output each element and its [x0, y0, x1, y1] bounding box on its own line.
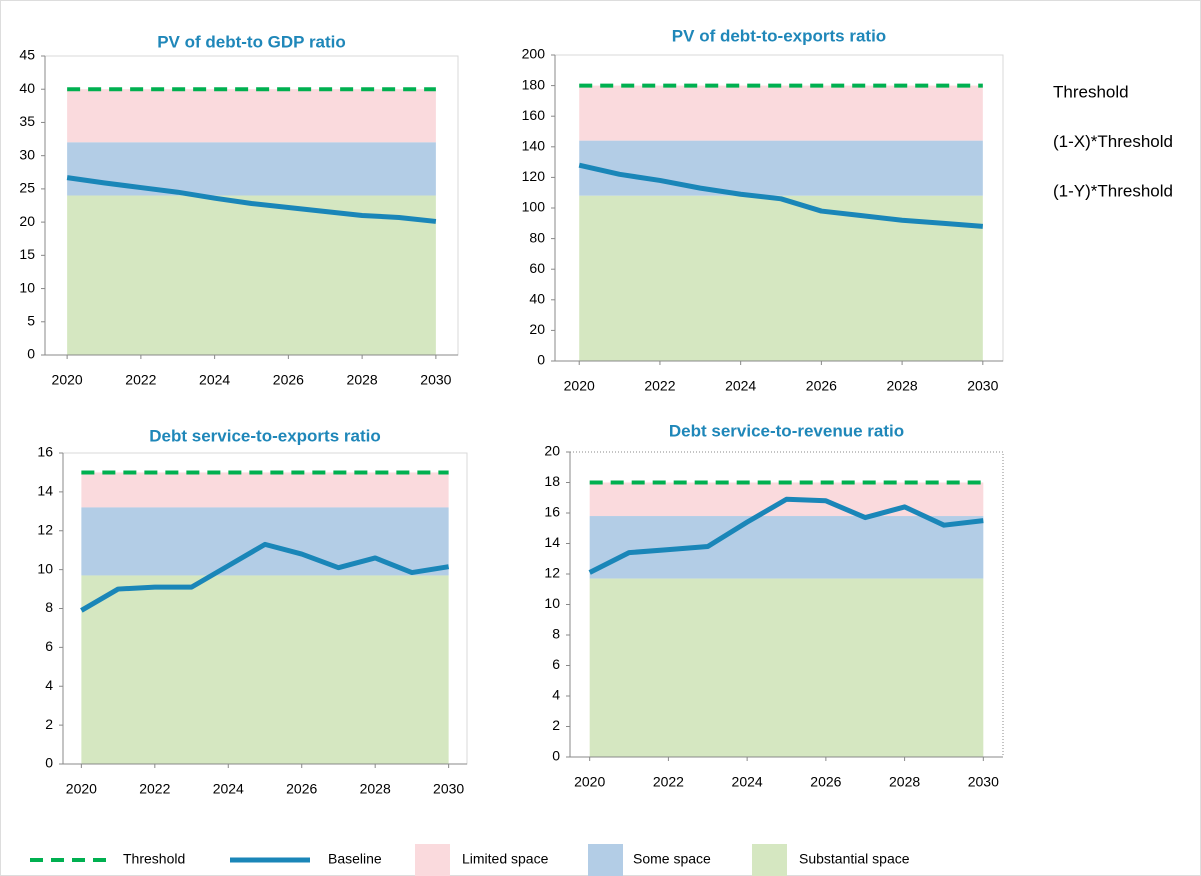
limited-space-band — [67, 89, 436, 143]
substantial-space-band — [589, 578, 984, 757]
legend-label: Some space — [633, 851, 711, 867]
y-tick-label: 0 — [45, 755, 53, 771]
y-tick-label: 10 — [19, 279, 35, 295]
y-tick-label: 80 — [529, 229, 545, 245]
y-tick-label: 10 — [37, 560, 53, 576]
limited-space-band — [579, 85, 983, 141]
y-tick-label: 2 — [45, 716, 53, 732]
y-tick-label: 14 — [544, 534, 560, 550]
y-tick-label: 16 — [544, 504, 560, 520]
y-tick-label: 16 — [37, 444, 53, 460]
limited-space-band — [81, 472, 449, 508]
y-tick-label: 4 — [45, 677, 53, 693]
legend-label: Limited space — [462, 851, 549, 867]
substantial-space-band — [67, 195, 436, 355]
chart-title: PV of debt-to GDP ratio — [157, 32, 346, 51]
x-tick-label: 2020 — [66, 781, 97, 797]
x-tick-label: 2028 — [889, 774, 920, 790]
y-tick-label: 25 — [19, 180, 35, 196]
y-tick-label: 35 — [19, 113, 35, 129]
y-tick-label: 4 — [552, 687, 560, 703]
substantial-space-band — [81, 575, 449, 764]
x-tick-label: 2022 — [139, 781, 170, 797]
y-tick-label: 100 — [522, 199, 546, 215]
x-tick-label: 2028 — [347, 372, 378, 388]
y-tick-label: 8 — [552, 626, 560, 642]
legend-swatch — [588, 844, 623, 876]
y-tick-label: 40 — [529, 291, 545, 307]
x-tick-label: 2030 — [433, 781, 464, 797]
x-tick-label: 2020 — [564, 378, 595, 394]
y-tick-label: 200 — [522, 46, 546, 62]
y-tick-label: 180 — [522, 76, 546, 92]
x-tick-label: 2024 — [213, 781, 244, 797]
legend-swatch — [752, 844, 787, 876]
y-tick-label: 30 — [19, 146, 35, 162]
x-tick-label: 2022 — [644, 378, 675, 394]
y-tick-label: 0 — [552, 748, 560, 764]
y-tick-label: 40 — [19, 80, 35, 96]
x-tick-label: 2020 — [574, 774, 605, 790]
side-label: Threshold — [1053, 82, 1129, 101]
chart-title: Debt service-to-revenue ratio — [669, 421, 904, 440]
baseline-line — [588, 496, 984, 575]
y-tick-label: 0 — [537, 352, 545, 368]
some-space-band — [589, 516, 984, 579]
y-tick-label: 12 — [37, 521, 53, 537]
baseline-line — [66, 175, 437, 224]
y-tick-label: 60 — [529, 260, 545, 276]
y-tick-label: 6 — [45, 638, 53, 654]
side-label: (1-Y)*Threshold — [1053, 181, 1173, 200]
y-tick-label: 6 — [552, 656, 560, 672]
baseline-line — [578, 162, 984, 229]
x-tick-label: 2030 — [967, 378, 998, 394]
y-tick-label: 160 — [522, 107, 546, 123]
y-tick-label: 20 — [529, 321, 545, 337]
y-tick-label: 2 — [552, 717, 560, 733]
x-tick-label: 2020 — [52, 372, 83, 388]
x-tick-label: 2026 — [273, 372, 304, 388]
x-tick-label: 2024 — [725, 378, 756, 394]
side-label: (1-X)*Threshold — [1053, 132, 1173, 151]
x-tick-label: 2022 — [125, 372, 156, 388]
legend-label: Substantial space — [799, 851, 910, 867]
y-tick-label: 8 — [45, 599, 53, 615]
x-tick-label: 2028 — [887, 378, 918, 394]
y-tick-label: 18 — [544, 473, 560, 489]
y-tick-label: 20 — [544, 443, 560, 459]
baseline-line — [80, 541, 450, 613]
y-tick-label: 45 — [19, 47, 35, 63]
legend-swatch — [415, 844, 450, 876]
y-tick-label: 0 — [27, 346, 35, 362]
y-tick-label: 140 — [522, 138, 546, 154]
some-space-band — [579, 140, 983, 196]
x-tick-label: 2024 — [199, 372, 230, 388]
x-tick-label: 2026 — [806, 378, 837, 394]
y-tick-label: 14 — [37, 483, 53, 499]
x-tick-label: 2026 — [286, 781, 317, 797]
legend-label: Baseline — [328, 851, 382, 867]
x-tick-label: 2022 — [653, 774, 684, 790]
y-tick-label: 120 — [522, 168, 546, 184]
x-tick-label: 2030 — [420, 372, 451, 388]
y-tick-label: 10 — [544, 595, 560, 611]
y-tick-label: 12 — [544, 565, 560, 581]
chart-title: PV of debt-to-exports ratio — [672, 26, 886, 45]
y-tick-label: 5 — [27, 312, 35, 328]
y-tick-label: 15 — [19, 246, 35, 262]
chart-title: Debt service-to-exports ratio — [149, 426, 380, 445]
legend-label: Threshold — [123, 851, 185, 867]
x-tick-label: 2026 — [810, 774, 841, 790]
x-tick-label: 2024 — [732, 774, 763, 790]
x-tick-label: 2030 — [968, 774, 999, 790]
y-tick-label: 20 — [19, 213, 35, 229]
x-tick-label: 2028 — [360, 781, 391, 797]
